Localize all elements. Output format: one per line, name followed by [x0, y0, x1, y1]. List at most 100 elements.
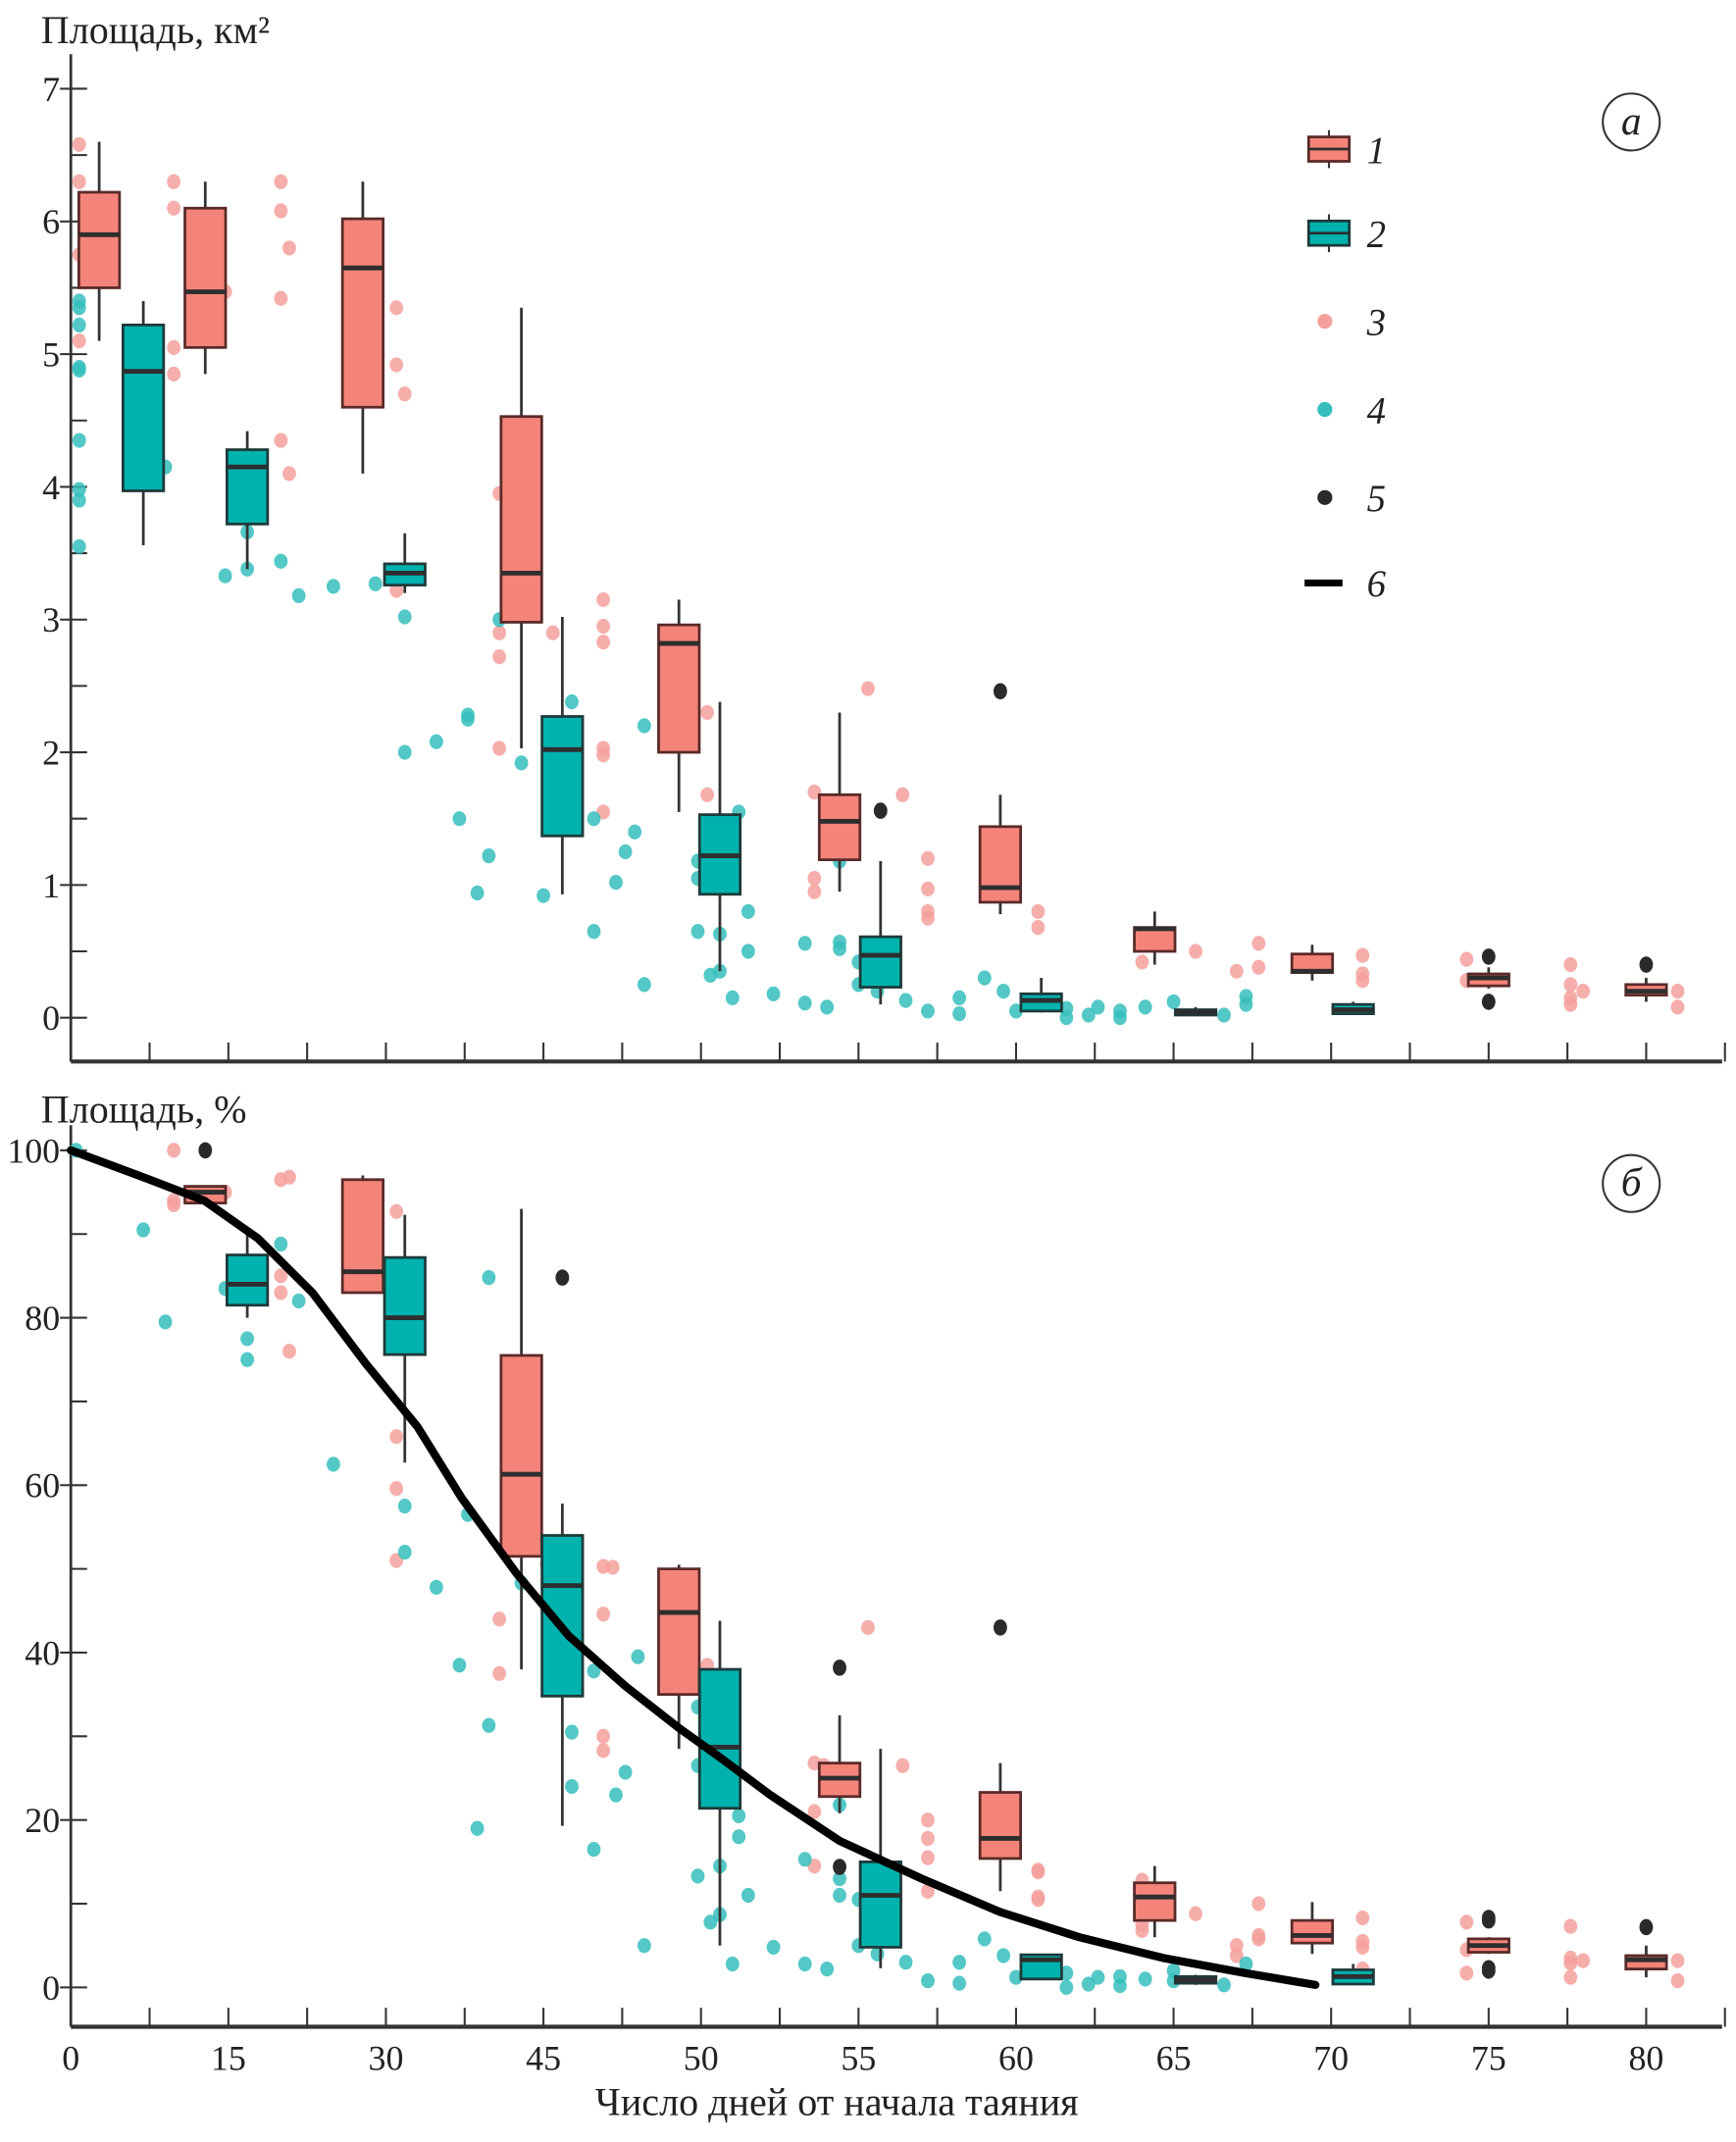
box-2 [225, 1253, 270, 1307]
point-3 [921, 881, 935, 897]
y-tick-label: 60 [25, 1466, 60, 1505]
point-3 [389, 357, 404, 373]
legend: 1 2 3 4 5 6 [1304, 129, 1387, 605]
point-3 [282, 240, 296, 256]
point-4 [587, 924, 601, 940]
point-3 [1563, 1969, 1578, 1985]
outlier-5 [1481, 1912, 1496, 1929]
box-1 [657, 1567, 701, 1697]
point-4 [158, 1314, 173, 1330]
point-3 [397, 386, 412, 402]
point-3 [1251, 1931, 1266, 1947]
x-axis-title: Число дней от начала таяния [595, 2079, 1079, 2123]
point-4 [1113, 1978, 1127, 1994]
point-3 [389, 1429, 404, 1445]
point-3 [282, 466, 296, 482]
point-3 [389, 300, 404, 316]
point-4 [732, 1829, 746, 1845]
point-3 [1563, 1918, 1578, 1934]
point-4 [921, 1972, 935, 1989]
point-4 [136, 1222, 151, 1238]
point-4 [565, 1778, 579, 1795]
point-4 [977, 970, 992, 986]
point-4 [870, 1946, 885, 1962]
point-4 [703, 1914, 718, 1930]
point-3 [167, 200, 181, 216]
point-3 [167, 366, 181, 382]
point-4 [637, 1938, 651, 1954]
point-3 [274, 174, 288, 189]
point-3 [1459, 951, 1474, 967]
x-tick-label: 45 [526, 2039, 561, 2078]
point-4 [1113, 1010, 1127, 1026]
point-3 [1459, 1965, 1474, 1981]
y-tick-label: 2 [42, 733, 60, 772]
point-3 [167, 1143, 181, 1158]
point-4 [740, 944, 755, 959]
point-4 [618, 843, 633, 860]
point-3 [921, 910, 935, 926]
outlier-5 [833, 1859, 846, 1875]
point-4 [898, 1955, 913, 1970]
x-tick-label: 80 [1628, 2039, 1663, 2078]
panel-label-circle [1602, 92, 1661, 152]
box-1 [978, 1791, 1022, 1861]
y-tick-label: 100 [7, 1131, 60, 1170]
point-4 [397, 1544, 412, 1560]
point-3 [545, 625, 560, 640]
outlier-5 [993, 683, 1007, 700]
point-3 [596, 1728, 611, 1744]
point-4 [72, 482, 86, 497]
point-3 [861, 1619, 875, 1635]
point-3 [895, 787, 910, 802]
y-tick-label: 3 [42, 600, 60, 639]
point-4 [977, 1931, 992, 1947]
point-3 [492, 1611, 507, 1627]
box-2 [225, 448, 270, 526]
point-4 [952, 1955, 967, 1970]
point-3 [807, 785, 822, 800]
y-tick-label: 0 [42, 1968, 60, 2008]
point-3 [596, 591, 611, 608]
x-tick-label: 0 [62, 2039, 79, 2078]
point-4 [587, 811, 601, 827]
legend-label-1: 1 [1367, 130, 1386, 172]
point-4 [766, 986, 781, 1001]
point-4 [218, 568, 232, 584]
box-1 [499, 1353, 543, 1558]
panel-label: а [1621, 98, 1642, 143]
box-2 [383, 1255, 427, 1356]
box-2 [540, 715, 585, 838]
point-4 [240, 1352, 255, 1367]
point-4 [797, 1956, 812, 1972]
x-tick-label: 75 [1471, 2039, 1506, 2078]
point-3 [1355, 1910, 1370, 1926]
point-3 [921, 1812, 935, 1828]
box-2 [697, 1667, 742, 1810]
point-3 [807, 1804, 822, 1819]
y-tick-label: 40 [25, 1633, 60, 1672]
x-tick-label: 55 [841, 2039, 876, 2078]
point-3 [167, 1193, 181, 1208]
point-3 [389, 583, 404, 598]
outlier-5 [833, 1659, 846, 1676]
point-3 [1576, 1953, 1591, 1968]
point-4 [833, 1870, 846, 1887]
point-4 [274, 1236, 288, 1252]
point-3 [282, 1169, 296, 1185]
x-tick-label: 15 [211, 2039, 246, 2078]
point-4 [797, 936, 812, 951]
box-2 [858, 1860, 902, 1949]
box-1 [77, 190, 122, 289]
point-4 [565, 1724, 579, 1740]
point-3 [1229, 963, 1244, 979]
point-4 [72, 317, 86, 332]
point-3 [596, 635, 611, 650]
point-4 [429, 1579, 443, 1596]
point-3 [1355, 947, 1370, 963]
box-1 [817, 792, 862, 862]
legend-label-5: 5 [1367, 479, 1386, 520]
point-3 [596, 747, 611, 763]
point-3 [861, 681, 875, 696]
point-4 [1059, 1979, 1074, 1995]
